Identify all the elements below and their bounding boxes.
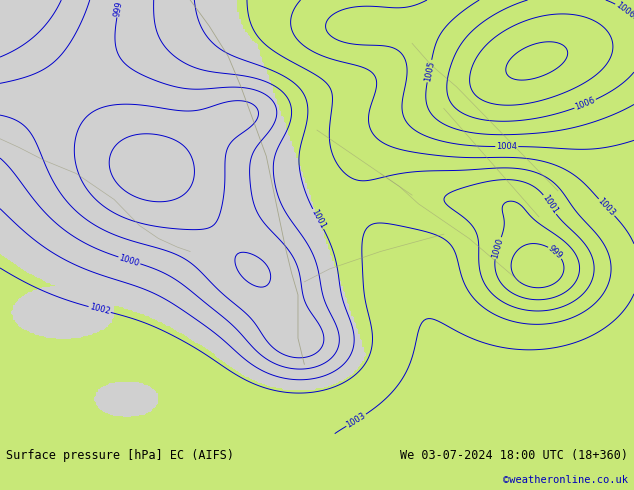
Text: 1003: 1003 [345, 411, 368, 430]
Text: 999: 999 [547, 244, 564, 261]
Text: 1004: 1004 [496, 142, 517, 151]
Text: 1001: 1001 [540, 193, 559, 216]
Text: 1005: 1005 [423, 60, 436, 82]
Text: 1006: 1006 [574, 96, 597, 112]
Text: 1002: 1002 [88, 302, 111, 317]
Text: 1000: 1000 [118, 253, 141, 268]
Text: 1000: 1000 [490, 237, 505, 259]
Text: ©weatheronline.co.uk: ©weatheronline.co.uk [503, 475, 628, 486]
Text: Surface pressure [hPa] EC (AIFS): Surface pressure [hPa] EC (AIFS) [6, 449, 235, 463]
Text: 1006: 1006 [614, 0, 634, 20]
Text: We 03-07-2024 18:00 UTC (18+360): We 03-07-2024 18:00 UTC (18+360) [399, 449, 628, 463]
Text: 999: 999 [113, 0, 124, 17]
Text: 1003: 1003 [596, 196, 617, 218]
Text: 1001: 1001 [309, 208, 327, 230]
